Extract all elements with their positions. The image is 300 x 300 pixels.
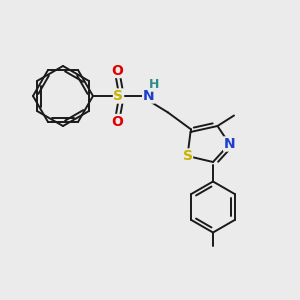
Text: H: H bbox=[149, 78, 159, 91]
Text: N: N bbox=[143, 89, 154, 103]
Text: O: O bbox=[112, 64, 124, 77]
Text: S: S bbox=[182, 149, 193, 163]
Text: O: O bbox=[112, 115, 124, 128]
Text: S: S bbox=[113, 89, 124, 103]
Text: N: N bbox=[224, 137, 235, 151]
